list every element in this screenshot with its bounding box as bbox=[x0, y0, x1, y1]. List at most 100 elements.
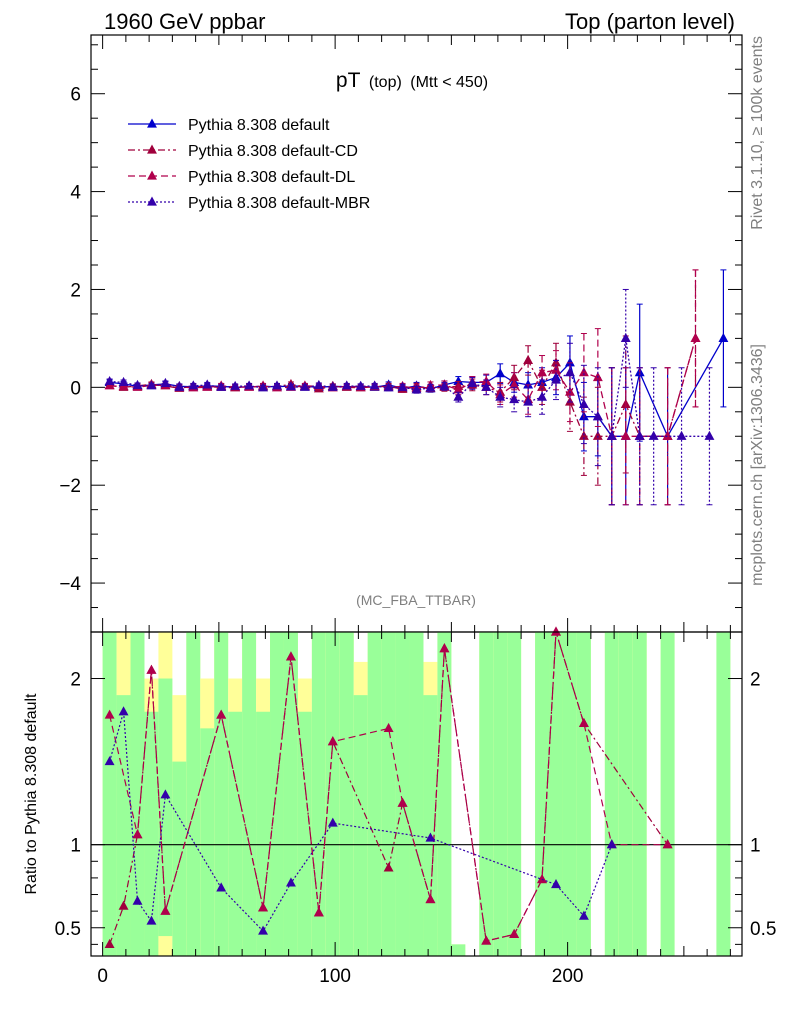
energy-label: 1960 GeV ppbar bbox=[104, 9, 265, 34]
ratio-plot-marks bbox=[91, 626, 742, 948]
legend-label: Pythia 8.308 default-CD bbox=[188, 143, 358, 160]
analysis-label: (MC_FBA_TTBAR) bbox=[356, 592, 476, 608]
data-point bbox=[537, 367, 547, 377]
y-tick-label: −4 bbox=[59, 574, 81, 595]
band-green bbox=[367, 632, 382, 956]
data-point bbox=[258, 382, 268, 392]
y-tick-label: 4 bbox=[70, 183, 81, 204]
data-point bbox=[188, 380, 199, 390]
x-tick-label: 100 bbox=[319, 966, 351, 987]
data-point bbox=[509, 379, 520, 389]
data-point bbox=[146, 380, 157, 390]
ratio-point bbox=[132, 895, 143, 905]
ratio-y-tick-label: 1 bbox=[70, 836, 81, 857]
data-point bbox=[690, 332, 701, 342]
band-green bbox=[297, 711, 312, 956]
data-point bbox=[606, 430, 617, 440]
ratio-point bbox=[286, 877, 296, 887]
data-point bbox=[341, 380, 352, 390]
band-green bbox=[632, 632, 647, 956]
main-plot-panel: −4 −2 0 2 4 6 bbox=[59, 34, 743, 633]
data-point bbox=[160, 377, 171, 387]
plot-title: pT (top) (Mtt < 450) bbox=[336, 69, 488, 92]
ratio-plot-panel: 0.5 0.5 1 1 2 2 0 100 200 bbox=[55, 626, 776, 987]
legend-marker bbox=[147, 196, 157, 206]
ratio-point bbox=[286, 651, 296, 661]
data-point bbox=[383, 382, 394, 392]
data-point bbox=[704, 430, 715, 440]
data-point bbox=[565, 357, 575, 367]
data-point bbox=[397, 381, 408, 391]
rivet-label: Rivet 3.1.10, ≥ 100k events bbox=[749, 36, 766, 230]
data-point bbox=[620, 430, 631, 440]
data-point bbox=[174, 381, 185, 391]
data-point bbox=[523, 354, 534, 364]
data-point bbox=[537, 391, 547, 401]
data-point bbox=[565, 367, 575, 377]
data-point bbox=[411, 384, 422, 394]
band-green bbox=[479, 632, 494, 956]
band-green bbox=[493, 632, 508, 956]
band-green bbox=[130, 632, 145, 956]
ratio-point bbox=[216, 882, 227, 892]
ratio-point bbox=[606, 839, 617, 849]
data-point bbox=[578, 367, 589, 377]
band-green bbox=[102, 632, 117, 956]
band-green bbox=[604, 632, 619, 956]
data-point bbox=[272, 380, 282, 390]
band-green bbox=[339, 632, 354, 956]
plot-title-sub2: (Mtt < 450) bbox=[410, 74, 488, 91]
ratio-point bbox=[425, 832, 436, 842]
data-point bbox=[592, 411, 603, 421]
ratio-point bbox=[216, 709, 227, 719]
data-point bbox=[620, 332, 631, 342]
data-point bbox=[495, 368, 506, 378]
series-pythia-8-308-default-mbr bbox=[104, 288, 715, 506]
ratio-point bbox=[662, 839, 673, 849]
data-point bbox=[676, 430, 687, 440]
ratio-point bbox=[258, 925, 268, 935]
ratio-uncertainty-band bbox=[102, 632, 731, 956]
data-point bbox=[425, 382, 436, 392]
ratio-point bbox=[383, 722, 394, 732]
band-green bbox=[228, 711, 243, 956]
data-point bbox=[523, 379, 534, 389]
data-point bbox=[313, 379, 324, 389]
ratio-point bbox=[578, 717, 589, 727]
data-point bbox=[132, 379, 143, 389]
band-green bbox=[562, 632, 577, 956]
ratio-line bbox=[109, 631, 669, 945]
ratio-point bbox=[313, 907, 324, 917]
ratio-point bbox=[551, 879, 561, 889]
data-point bbox=[565, 386, 575, 396]
legend: Pythia 8.308 default Pythia 8.308 default… bbox=[128, 117, 370, 212]
data-point bbox=[481, 381, 492, 391]
data-point bbox=[634, 430, 645, 440]
ratio-y-tick-label: 0.5 bbox=[55, 919, 81, 940]
band-green bbox=[618, 632, 633, 956]
ratio-series-pythia-8-308-default-mbr bbox=[104, 706, 617, 935]
band-green bbox=[576, 632, 591, 956]
ratio-point bbox=[104, 756, 115, 766]
data-point bbox=[355, 380, 366, 390]
data-point bbox=[578, 398, 589, 409]
process-label: Top (parton level) bbox=[565, 9, 735, 34]
band-green bbox=[395, 632, 410, 956]
ratio-point bbox=[327, 817, 338, 827]
legend-entry-pythia-8-308-default-cd: Pythia 8.308 default-CD bbox=[128, 143, 358, 160]
data-point bbox=[439, 380, 450, 390]
data-point bbox=[509, 394, 520, 404]
ratio-point bbox=[327, 736, 338, 746]
data-point bbox=[537, 381, 547, 391]
band-green bbox=[242, 632, 257, 956]
band-green bbox=[437, 632, 452, 956]
data-point bbox=[662, 430, 673, 440]
y-tick-label: 6 bbox=[70, 85, 81, 106]
band-green bbox=[353, 695, 368, 956]
band-green bbox=[256, 711, 271, 956]
x-tick-label: 200 bbox=[552, 966, 584, 987]
legend-label: Pythia 8.308 default bbox=[188, 117, 330, 134]
ratio-point bbox=[439, 643, 450, 653]
band-green bbox=[507, 632, 522, 956]
